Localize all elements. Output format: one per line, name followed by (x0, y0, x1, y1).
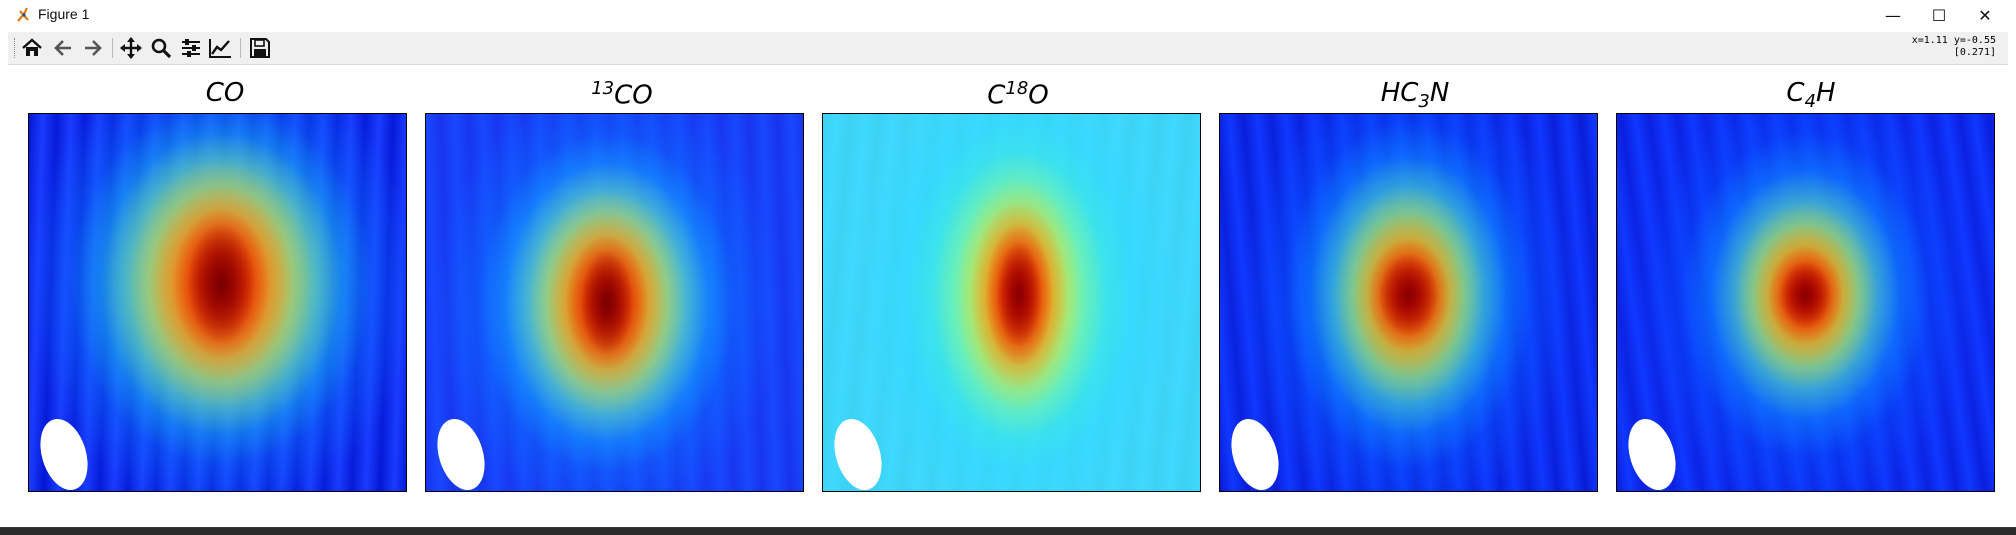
home-icon (22, 38, 42, 56)
matplotlib-logo-icon (17, 7, 29, 22)
title-text: HC (1380, 78, 1419, 108)
save-button[interactable] (247, 35, 273, 61)
toolbar-grip[interactable] (14, 38, 18, 58)
title-bar: Figure 1 — ☐ ✕ (0, 0, 2016, 30)
navigation-toolbar: x=1.11 y=-0.55 [0.271] (8, 32, 2008, 65)
panel-title-c18o: C18O (828, 78, 1208, 111)
panel-title-hc3n: HC3N (1225, 78, 1605, 112)
line-chart-icon (209, 39, 231, 58)
toolbar-separator (112, 38, 113, 58)
configure-subplots-button[interactable] (178, 35, 204, 61)
zoom-button[interactable] (148, 35, 174, 61)
maximize-button[interactable]: ☐ (1931, 5, 1947, 25)
edit-axis-button[interactable] (207, 35, 233, 61)
toolbar-separator (240, 38, 241, 58)
save-icon (250, 38, 270, 58)
move-icon (120, 37, 142, 59)
sliders-icon (182, 39, 200, 57)
minimize-button[interactable]: — (1885, 5, 1901, 25)
title-text: C (1786, 78, 1805, 108)
close-button[interactable]: ✕ (1978, 5, 1992, 25)
title-superscript: 13 (591, 78, 615, 99)
title-subscript: 4 (1804, 91, 1817, 113)
title-text: CO (205, 78, 245, 108)
panel-title-13co: 13CO (432, 78, 812, 111)
panel-title-co: CO (35, 78, 415, 108)
figure-canvas[interactable]: CO 13CO C18O HC3N C4H (8, 66, 2008, 526)
title-text: C (987, 80, 1006, 111)
pixel-value-readout: [0.271] (1953, 47, 1996, 58)
panel-title-c4h: C4H (1621, 78, 2001, 112)
intensity-map-c18o[interactable] (822, 113, 1201, 492)
beam-ellipse (826, 413, 890, 491)
window-title: Figure 1 (38, 6, 90, 22)
title-text-tail: H (1816, 78, 1836, 108)
intensity-map-c4h[interactable] (1616, 113, 1995, 492)
intensity-map-co[interactable] (28, 113, 407, 492)
title-subscript: 3 (1418, 91, 1430, 113)
title-text: CO (614, 80, 653, 111)
back-button[interactable] (50, 35, 76, 61)
beam-ellipse (429, 413, 493, 491)
coordinate-readout: x=1.11 y=-0.55 (1911, 35, 1996, 46)
title-text-after: O (1028, 80, 1049, 111)
intensity-map-hc3n[interactable] (1219, 113, 1598, 492)
pan-button[interactable] (118, 35, 144, 61)
arrow-left-icon (54, 40, 71, 56)
title-text-tail: N (1429, 78, 1450, 108)
beam-ellipse (32, 413, 96, 491)
home-button[interactable] (19, 35, 45, 61)
zoom-icon (151, 38, 172, 59)
forward-button[interactable] (80, 35, 106, 61)
cursor-coordinates: x=1.11 y=-0.55 [0.271] (1912, 35, 1996, 59)
beam-ellipse (1620, 413, 1684, 491)
arrow-right-icon (85, 40, 102, 56)
intensity-map-13co[interactable] (425, 113, 804, 492)
beam-ellipse (1223, 413, 1287, 491)
title-superscript: 18 (1005, 78, 1029, 99)
